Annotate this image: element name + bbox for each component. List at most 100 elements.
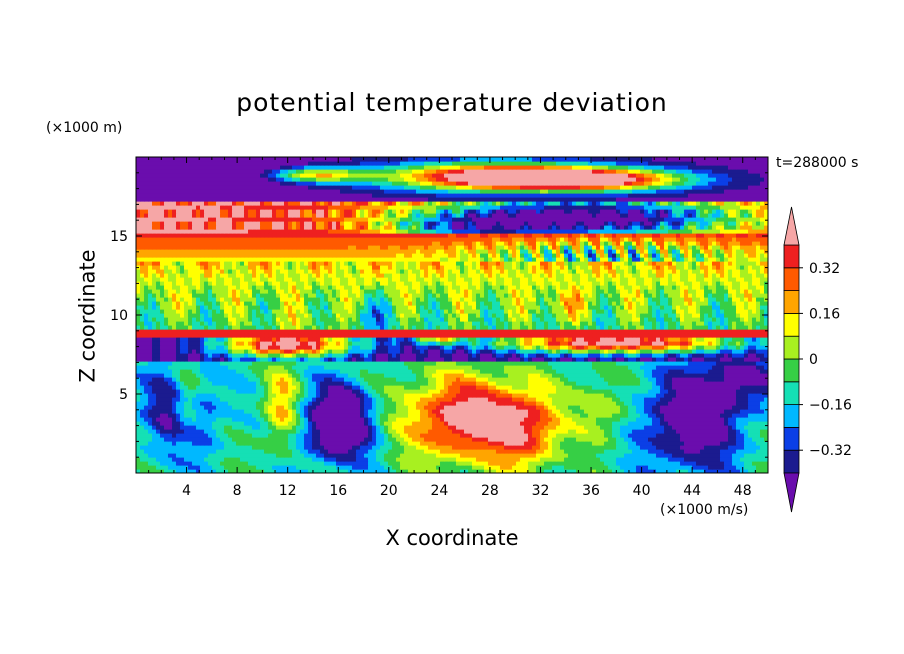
contour-cell xyxy=(664,453,669,458)
contour-cell xyxy=(340,469,345,473)
contour-cell xyxy=(648,397,653,402)
contour-cell xyxy=(308,345,313,350)
contour-cell xyxy=(348,469,353,473)
contour-cell xyxy=(696,365,701,370)
contour-cell xyxy=(696,381,701,386)
contour-cell xyxy=(468,433,473,438)
contour-cell xyxy=(320,413,325,418)
contour-cell xyxy=(488,373,493,378)
contour-cell xyxy=(276,377,281,382)
contour-cell xyxy=(636,433,641,438)
contour-cell xyxy=(484,417,489,422)
contour-cell xyxy=(524,433,529,438)
contour-cell xyxy=(360,369,365,374)
contour-cell xyxy=(620,453,625,458)
contour-cell xyxy=(528,409,533,414)
contour-cell xyxy=(664,397,669,402)
contour-cell xyxy=(648,405,653,410)
contour-cell xyxy=(548,421,553,426)
contour-cell xyxy=(336,433,341,438)
contour-cell xyxy=(672,409,677,414)
contour-cell xyxy=(436,389,441,394)
contour-cell xyxy=(336,441,341,446)
contour-cell xyxy=(284,441,289,446)
contour-cell xyxy=(752,441,757,446)
contour-cell xyxy=(264,445,269,450)
contour-cell xyxy=(460,389,465,394)
contour-cell xyxy=(424,449,429,454)
contour-cell xyxy=(632,417,637,422)
contour-cell xyxy=(324,421,329,426)
contour-cell xyxy=(576,441,581,446)
contour-cell xyxy=(392,417,397,422)
contour-cell xyxy=(272,349,277,354)
contour-cell xyxy=(216,441,221,446)
contour-cell xyxy=(448,417,453,422)
contour-cell xyxy=(244,365,249,370)
contour-cell xyxy=(576,385,581,390)
contour-cell xyxy=(304,385,309,390)
contour-cell xyxy=(200,345,205,350)
contour-cell xyxy=(144,445,149,450)
contour-cell xyxy=(204,433,209,438)
contour-cell xyxy=(568,433,573,438)
contour-cell xyxy=(268,437,273,442)
contour-cell xyxy=(620,445,625,450)
contour-cell xyxy=(140,469,145,473)
contour-cell xyxy=(256,469,261,473)
contour-cell xyxy=(344,425,349,430)
contour-cell xyxy=(392,441,397,446)
contour-cell xyxy=(240,461,245,466)
contour-cell xyxy=(684,389,689,394)
contour-cell xyxy=(616,457,621,462)
contour-cell xyxy=(340,389,345,394)
contour-cell xyxy=(592,369,597,374)
contour-cell xyxy=(524,373,529,378)
contour-cell xyxy=(428,393,433,398)
contour-cell xyxy=(704,401,709,406)
contour-cell xyxy=(760,393,765,398)
contour-cell xyxy=(628,409,633,414)
contour-cell xyxy=(344,465,349,470)
contour-cell xyxy=(628,437,633,442)
contour-cell xyxy=(316,445,321,450)
contour-cell xyxy=(536,409,541,414)
contour-cell xyxy=(740,397,745,402)
contour-cell xyxy=(604,465,609,470)
contour-cell xyxy=(360,453,365,458)
contour-cell xyxy=(184,457,189,462)
contour-cell xyxy=(544,465,549,470)
contour-cell xyxy=(492,405,497,410)
contour-cell xyxy=(640,457,645,462)
contour-cell xyxy=(320,453,325,458)
contour-cell xyxy=(200,365,205,370)
contour-cell xyxy=(416,413,421,418)
contour-cell xyxy=(416,461,421,466)
contour-cell xyxy=(536,377,541,382)
contour-cell xyxy=(192,449,197,454)
contour-cell xyxy=(644,397,649,402)
contour-cell xyxy=(384,433,389,438)
contour-cell xyxy=(148,397,153,402)
contour-cell xyxy=(384,421,389,426)
contour-cell xyxy=(612,421,617,426)
contour-cell xyxy=(736,433,741,438)
contour-cell xyxy=(692,457,697,462)
contour-cell xyxy=(680,373,685,378)
contour-cell xyxy=(188,453,193,458)
contour-cell xyxy=(328,385,333,390)
contour-cell xyxy=(224,429,229,434)
contour-cell xyxy=(200,409,205,414)
contour-cell xyxy=(760,445,765,450)
contour-cell xyxy=(532,357,537,362)
contour-cell xyxy=(640,445,645,450)
contour-cell xyxy=(696,377,701,382)
contour-cell xyxy=(372,393,377,398)
contour-cell xyxy=(472,361,477,366)
contour-cell xyxy=(580,389,585,394)
contour-cell xyxy=(192,377,197,382)
contour-cell xyxy=(720,425,725,430)
contour-cell xyxy=(544,429,549,434)
contour-cell xyxy=(508,357,513,362)
contour-cell xyxy=(576,409,581,414)
